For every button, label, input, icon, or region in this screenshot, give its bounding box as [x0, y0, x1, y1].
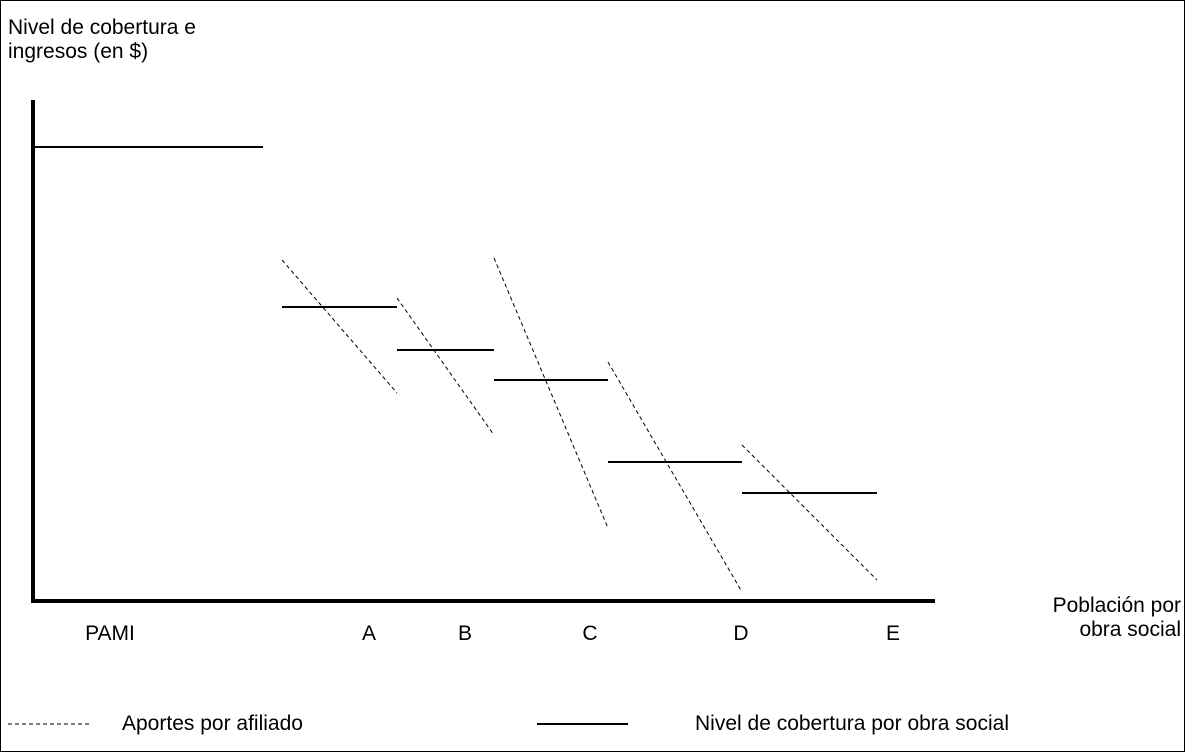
category-label-b: B [457, 622, 473, 645]
legend-solid-label: Nivel de cobertura por obra social [695, 712, 1009, 735]
coverage-levels [35, 146, 877, 494]
contribution-line-b [396, 297, 495, 436]
y-axis-title: Nivel de cobertura e ingresos (en $) [8, 16, 196, 64]
x-axis-title-line2: obra social [1079, 618, 1181, 641]
y-axis-title-line1: Nivel de cobertura e [8, 16, 196, 39]
x-axis-title-line1: Población por [1052, 594, 1181, 617]
category-label-d: D [733, 622, 749, 645]
contribution-line-c [493, 257, 609, 529]
legend-dashed-label: Aportes por afiliado [122, 712, 303, 735]
contribution-line-e [741, 444, 878, 581]
category-label-c: C [582, 622, 598, 645]
contribution-line-d [607, 361, 743, 593]
contribution-line-a [281, 259, 398, 394]
contribution-lines [281, 257, 878, 593]
x-axis-title: Población por obra social [1053, 594, 1181, 642]
category-label-pami: PAMI [85, 622, 135, 645]
category-label-e: E [885, 622, 901, 645]
y-axis-title-line2: ingresos (en $) [8, 40, 149, 63]
category-label-a: A [361, 622, 377, 645]
